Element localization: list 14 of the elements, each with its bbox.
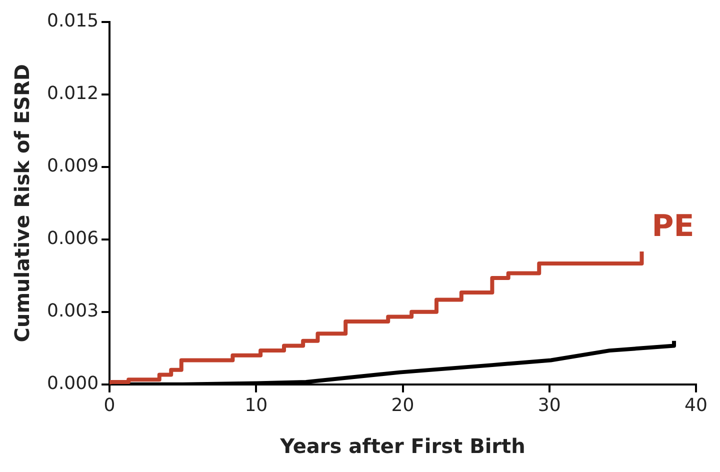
x-tick-label: 40 (684, 394, 708, 416)
x-tick-label: 20 (391, 394, 414, 416)
series-label: PE (652, 209, 694, 244)
y-tick-label: 0.009 (47, 156, 99, 177)
y-tick-label: 0.015 (47, 10, 99, 32)
y-tick-label: 0.000 (47, 373, 99, 394)
x-axis-title: Years after First Birth (279, 434, 526, 458)
y-tick-label: 0.012 (47, 82, 99, 104)
y-tick-label: 0.006 (47, 228, 99, 250)
x-tick-label: 30 (538, 394, 561, 416)
x-tick-label: 10 (244, 394, 268, 416)
y-axis-title: Cumulative Risk of ESRD (10, 64, 34, 342)
y-tick-label: 0.003 (47, 300, 99, 322)
x-tick-label: 0 (104, 394, 116, 416)
